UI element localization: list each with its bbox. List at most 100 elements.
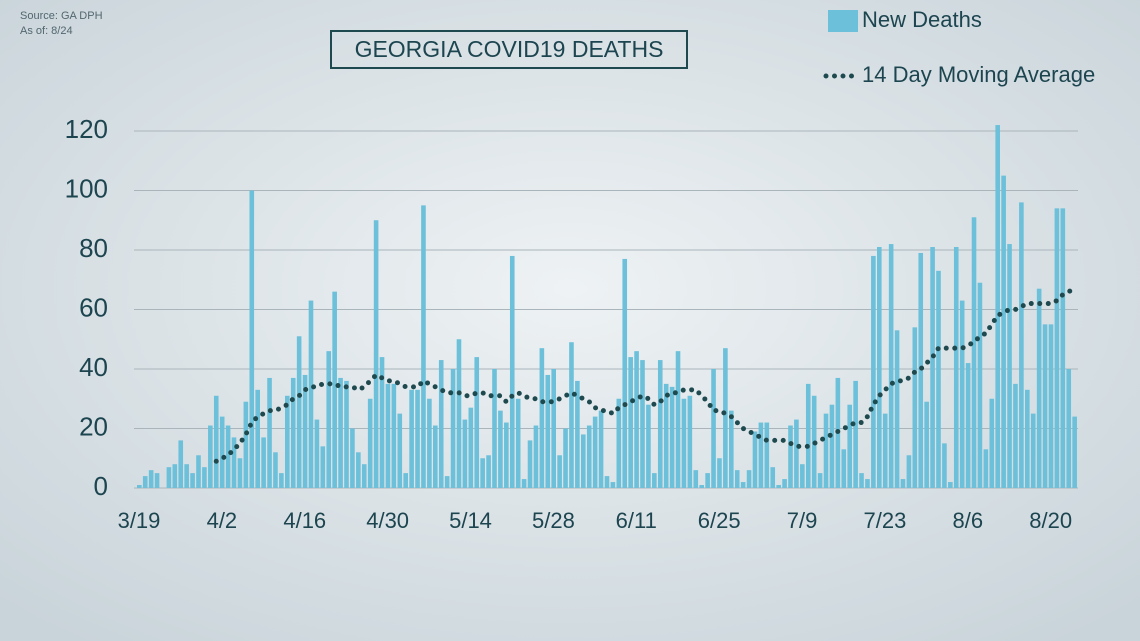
bar <box>758 422 764 488</box>
bar <box>681 398 687 488</box>
bar <box>498 410 503 488</box>
bar <box>776 485 781 488</box>
bar <box>770 467 776 488</box>
bar <box>1025 389 1030 488</box>
y-tick-label: 80 <box>79 233 108 263</box>
y-tick-label: 0 <box>94 471 108 501</box>
bar <box>273 452 278 488</box>
bar <box>237 458 243 488</box>
bar <box>249 190 255 488</box>
bar <box>764 422 770 488</box>
bar <box>586 425 592 488</box>
bar <box>569 342 574 488</box>
bar <box>202 467 207 488</box>
bar <box>178 440 184 488</box>
bar <box>154 473 160 488</box>
x-tick-label: 7/9 <box>787 508 818 533</box>
bar <box>1030 413 1036 488</box>
bar <box>616 398 622 488</box>
bar <box>628 357 633 488</box>
bar <box>877 247 882 488</box>
x-tick-label: 4/30 <box>366 508 409 533</box>
bar <box>545 374 551 488</box>
bar <box>344 380 349 488</box>
bar <box>669 386 675 488</box>
bar <box>853 380 858 488</box>
bar <box>261 437 266 488</box>
bar <box>646 404 651 488</box>
bar <box>184 464 189 488</box>
bar <box>356 452 361 488</box>
bar <box>1013 383 1018 488</box>
bar <box>965 363 971 488</box>
x-tick-label: 6/11 <box>616 508 657 533</box>
y-tick-label: 120 <box>65 114 108 144</box>
bar <box>397 413 403 488</box>
bar <box>314 419 320 488</box>
bar <box>480 458 485 488</box>
bar <box>142 476 148 488</box>
x-tick-label: 4/16 <box>283 508 326 533</box>
bar <box>640 360 645 488</box>
bar <box>208 425 213 488</box>
bar <box>752 431 758 488</box>
bar <box>894 330 900 488</box>
bar <box>882 413 888 488</box>
chart-title: GEORGIA COVID19 DEATHS <box>355 36 664 62</box>
source: Source: GA DPH <box>20 10 103 22</box>
bar <box>509 255 515 488</box>
x-tick-label: 5/28 <box>532 508 575 533</box>
legend-label: New Deaths <box>862 7 982 32</box>
bar <box>557 455 562 488</box>
bar <box>450 369 456 488</box>
bar <box>1042 324 1048 488</box>
bar <box>361 464 367 488</box>
bar <box>255 389 260 488</box>
bar <box>385 383 391 488</box>
x-tick-label: 5/14 <box>449 508 492 533</box>
bar <box>166 467 172 488</box>
bar <box>433 425 438 488</box>
bar <box>788 425 793 488</box>
bar <box>598 410 604 488</box>
bar <box>148 470 154 488</box>
bar <box>474 357 480 488</box>
bar <box>563 428 568 488</box>
y-tick-label: 40 <box>79 352 108 382</box>
as-of: As of: 8/24 <box>20 25 73 37</box>
bar <box>652 473 657 488</box>
bar <box>350 428 355 488</box>
bar <box>782 479 787 488</box>
x-tick-label: 8/6 <box>953 508 984 533</box>
bar <box>859 473 864 488</box>
bar <box>699 485 704 488</box>
bar <box>930 247 935 488</box>
bar <box>634 351 639 488</box>
bar <box>326 351 332 488</box>
bar <box>989 398 995 488</box>
bar <box>279 473 284 488</box>
bar <box>888 244 894 488</box>
bar <box>734 470 740 488</box>
bar <box>367 398 373 488</box>
bar <box>320 446 326 488</box>
bar <box>823 413 829 488</box>
bar <box>1019 202 1024 488</box>
bar <box>948 482 953 488</box>
y-tick-label: 20 <box>79 411 108 441</box>
bar <box>581 434 586 488</box>
bar <box>918 252 924 488</box>
bar <box>527 440 533 488</box>
bar <box>953 247 959 488</box>
bar <box>675 351 681 488</box>
bar <box>1001 175 1006 488</box>
bar <box>1036 288 1042 488</box>
bar <box>705 473 710 488</box>
bar <box>225 425 231 488</box>
bar <box>900 479 906 488</box>
legend-label: 14 Day Moving Average <box>862 62 1095 87</box>
bar <box>515 398 521 488</box>
bar <box>663 383 669 488</box>
bar <box>841 449 847 488</box>
